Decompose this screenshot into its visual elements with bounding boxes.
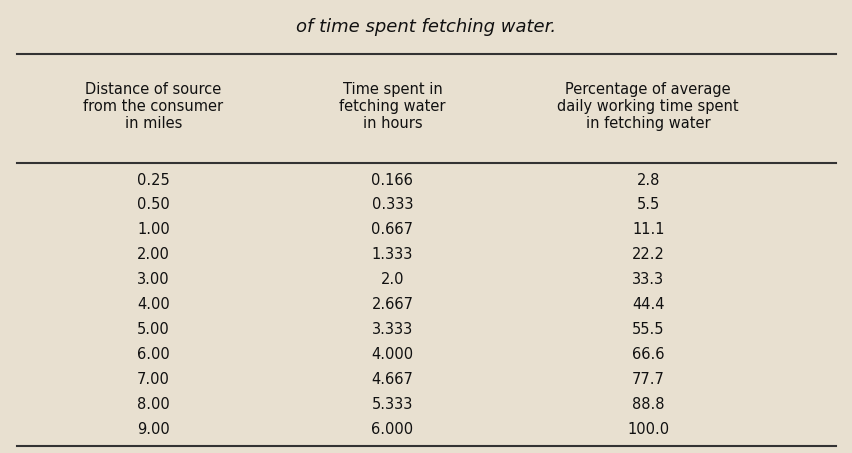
Text: 5.333: 5.333 [371, 397, 412, 412]
Text: 2.8: 2.8 [636, 173, 659, 188]
Text: 3.333: 3.333 [371, 322, 412, 337]
Text: 55.5: 55.5 [631, 322, 664, 337]
Text: 1.00: 1.00 [137, 222, 170, 237]
Text: 8.00: 8.00 [137, 397, 170, 412]
Text: 2.00: 2.00 [137, 247, 170, 262]
Text: 6.00: 6.00 [137, 347, 170, 362]
Text: 0.166: 0.166 [371, 173, 413, 188]
Text: 2.0: 2.0 [380, 272, 404, 287]
Text: 33.3: 33.3 [631, 272, 664, 287]
Text: 2.667: 2.667 [371, 297, 413, 312]
Text: 66.6: 66.6 [631, 347, 664, 362]
Text: 44.4: 44.4 [631, 297, 664, 312]
Text: 0.333: 0.333 [371, 198, 412, 212]
Text: 0.667: 0.667 [371, 222, 413, 237]
Text: 0.25: 0.25 [137, 173, 170, 188]
Text: 7.00: 7.00 [137, 372, 170, 387]
Text: 5.00: 5.00 [137, 322, 170, 337]
Text: 4.00: 4.00 [137, 297, 170, 312]
Text: 4.667: 4.667 [371, 372, 413, 387]
Text: 22.2: 22.2 [631, 247, 664, 262]
Text: 4.000: 4.000 [371, 347, 413, 362]
Text: Percentage of average
daily working time spent
in fetching water: Percentage of average daily working time… [557, 82, 738, 131]
Text: 5.5: 5.5 [636, 198, 659, 212]
Text: 100.0: 100.0 [626, 422, 669, 437]
Text: 88.8: 88.8 [631, 397, 664, 412]
Text: 11.1: 11.1 [631, 222, 664, 237]
Text: Distance of source
from the consumer
in miles: Distance of source from the consumer in … [83, 82, 223, 131]
Text: Time spent in
fetching water
in hours: Time spent in fetching water in hours [339, 82, 445, 131]
Text: 0.50: 0.50 [137, 198, 170, 212]
Text: 1.333: 1.333 [371, 247, 412, 262]
Text: 77.7: 77.7 [631, 372, 664, 387]
Text: 6.000: 6.000 [371, 422, 413, 437]
Text: 9.00: 9.00 [137, 422, 170, 437]
Text: of time spent fetching water.: of time spent fetching water. [296, 18, 556, 36]
Text: 3.00: 3.00 [137, 272, 170, 287]
